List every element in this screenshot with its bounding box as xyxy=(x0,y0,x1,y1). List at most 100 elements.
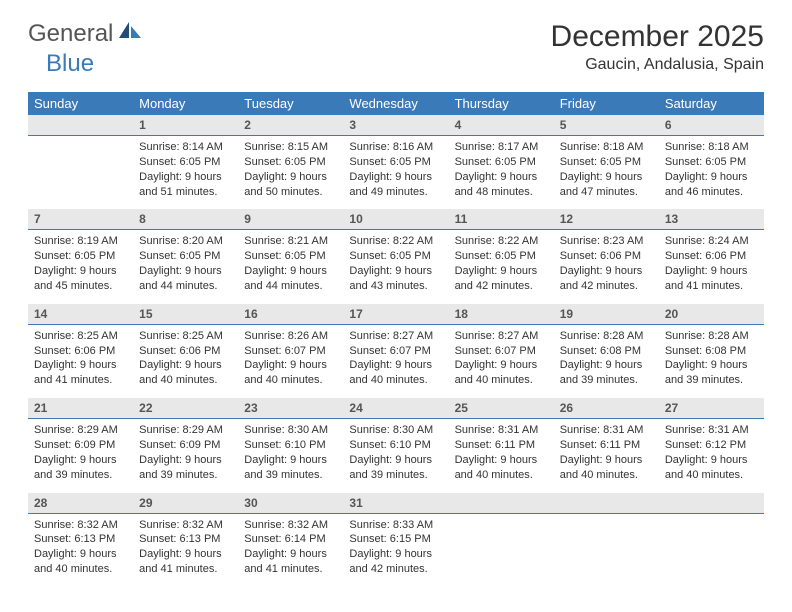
daylight-text: Daylight: 9 hours and 49 minutes. xyxy=(349,170,442,200)
day-number-cell: 28 xyxy=(28,493,133,514)
day-data-cell xyxy=(449,513,554,587)
day-number-cell: 1 xyxy=(133,115,238,136)
day-number-cell xyxy=(659,493,764,514)
daylight-text: Daylight: 9 hours and 45 minutes. xyxy=(34,264,127,294)
day-number-cell: 29 xyxy=(133,493,238,514)
day-number-cell: 15 xyxy=(133,304,238,325)
daylight-text: Daylight: 9 hours and 47 minutes. xyxy=(560,170,653,200)
sunset-text: Sunset: 6:10 PM xyxy=(349,438,442,453)
day-number-row: 14151617181920 xyxy=(28,304,764,325)
weekday-header-row: Sunday Monday Tuesday Wednesday Thursday… xyxy=(28,92,764,115)
daylight-text: Daylight: 9 hours and 50 minutes. xyxy=(244,170,337,200)
sunset-text: Sunset: 6:05 PM xyxy=(560,155,653,170)
sunrise-text: Sunrise: 8:19 AM xyxy=(34,234,127,249)
day-data-cell: Sunrise: 8:32 AMSunset: 6:13 PMDaylight:… xyxy=(28,513,133,587)
day-number-cell: 26 xyxy=(554,398,659,419)
calendar-table: Sunday Monday Tuesday Wednesday Thursday… xyxy=(28,92,764,587)
sunset-text: Sunset: 6:12 PM xyxy=(665,438,758,453)
day-data-cell: Sunrise: 8:23 AMSunset: 6:06 PMDaylight:… xyxy=(554,230,659,304)
day-data-cell: Sunrise: 8:21 AMSunset: 6:05 PMDaylight:… xyxy=(238,230,343,304)
sunset-text: Sunset: 6:11 PM xyxy=(455,438,548,453)
sunrise-text: Sunrise: 8:21 AM xyxy=(244,234,337,249)
daylight-text: Daylight: 9 hours and 39 minutes. xyxy=(665,358,758,388)
day-data-cell: Sunrise: 8:26 AMSunset: 6:07 PMDaylight:… xyxy=(238,324,343,398)
weekday-header: Sunday xyxy=(28,92,133,115)
day-number-cell: 3 xyxy=(343,115,448,136)
brand-part2: Blue xyxy=(46,50,94,77)
sunset-text: Sunset: 6:05 PM xyxy=(139,155,232,170)
sunrise-text: Sunrise: 8:29 AM xyxy=(139,423,232,438)
day-data-row: Sunrise: 8:29 AMSunset: 6:09 PMDaylight:… xyxy=(28,419,764,493)
day-data-cell: Sunrise: 8:17 AMSunset: 6:05 PMDaylight:… xyxy=(449,136,554,210)
weekday-header: Thursday xyxy=(449,92,554,115)
day-data-row: Sunrise: 8:19 AM Sunset: 6:05 PM Daylight:… xyxy=(28,230,764,304)
day-data-cell: Sunrise: 8:18 AMSunset: 6:05 PMDaylight:… xyxy=(659,136,764,210)
brand-logo: General xyxy=(28,20,143,48)
sunset-text: Sunset: 6:10 PM xyxy=(244,438,337,453)
daylight-text: Daylight: 9 hours and 42 minutes. xyxy=(349,547,442,577)
day-data-cell: Sunrise: 8:25 AMSunset: 6:06 PMDaylight:… xyxy=(133,324,238,398)
sunrise-text: Sunrise: 8:16 AM xyxy=(349,140,442,155)
sunrise-text: Sunrise: 8:25 AM xyxy=(139,329,232,344)
sunset-text: Sunset: 6:07 PM xyxy=(455,344,548,359)
daylight-text: Daylight: 9 hours and 51 minutes. xyxy=(139,170,232,200)
day-data-cell: Sunrise: 8:14 AMSunset: 6:05 PMDaylight:… xyxy=(133,136,238,210)
sunrise-text: Sunrise: 8:24 AM xyxy=(665,234,758,249)
daylight-text: Daylight: 9 hours and 39 minutes. xyxy=(139,453,232,483)
sunrise-text: Sunrise: 8:23 AM xyxy=(560,234,653,249)
sunrise-text: Sunrise: 8:27 AM xyxy=(349,329,442,344)
day-data-cell: Sunrise: 8:22 AMSunset: 6:05 PMDaylight:… xyxy=(449,230,554,304)
sunset-text: Sunset: 6:06 PM xyxy=(139,344,232,359)
day-data-cell: Sunrise: 8:32 AMSunset: 6:14 PMDaylight:… xyxy=(238,513,343,587)
sunset-text: Sunset: 6:06 PM xyxy=(560,249,653,264)
sunrise-text: Sunrise: 8:31 AM xyxy=(665,423,758,438)
day-number-cell: 19 xyxy=(554,304,659,325)
daylight-text: Daylight: 9 hours and 40 minutes. xyxy=(665,453,758,483)
sunset-text: Sunset: 6:09 PM xyxy=(34,438,127,453)
day-data-cell: Sunrise: 8:20 AMSunset: 6:05 PMDaylight:… xyxy=(133,230,238,304)
day-number-cell: 18 xyxy=(449,304,554,325)
day-number-cell: 17 xyxy=(343,304,448,325)
day-data-row: Sunrise: 8:25 AMSunset: 6:06 PMDaylight:… xyxy=(28,324,764,398)
sunrise-text: Sunrise: 8:28 AM xyxy=(665,329,758,344)
day-data-cell: Sunrise: 8:32 AMSunset: 6:13 PMDaylight:… xyxy=(133,513,238,587)
sunset-text: Sunset: 6:06 PM xyxy=(665,249,758,264)
sunrise-text: Sunrise: 8:17 AM xyxy=(455,140,548,155)
calendar-body: 123456Sunrise: 8:14 AMSunset: 6:05 PMDay… xyxy=(28,115,764,587)
day-data-cell: Sunrise: 8:19 AMSunset: 6:05 PMDaylight:… xyxy=(28,230,133,304)
day-data-cell: Sunrise: 8:29 AMSunset: 6:09 PMDaylight:… xyxy=(133,419,238,493)
day-data-row: Sunrise: 8:14 AMSunset: 6:05 PMDaylight:… xyxy=(28,136,764,210)
day-number-cell: 21 xyxy=(28,398,133,419)
day-data-row: Sunrise: 8:32 AMSunset: 6:13 PMDaylight:… xyxy=(28,513,764,587)
day-data-cell: Sunrise: 8:33 AMSunset: 6:15 PMDaylight:… xyxy=(343,513,448,587)
day-number-cell: 27 xyxy=(659,398,764,419)
sunrise-text: Sunrise: 8:32 AM xyxy=(34,518,127,533)
sunrise-text: Sunrise: 8:22 AM xyxy=(455,234,548,249)
weekday-header: Saturday xyxy=(659,92,764,115)
daylight-text: Daylight: 9 hours and 39 minutes. xyxy=(34,453,127,483)
daylight-text: Daylight: 9 hours and 40 minutes. xyxy=(139,358,232,388)
day-number-row: 78910111213 xyxy=(28,209,764,230)
sunset-text: Sunset: 6:06 PM xyxy=(34,344,127,359)
day-number-row: 28293031 xyxy=(28,493,764,514)
sunset-text: Sunset: 6:05 PM xyxy=(139,249,232,264)
daylight-text: Daylight: 9 hours and 40 minutes. xyxy=(455,453,548,483)
day-data-cell: Sunrise: 8:28 AMSunset: 6:08 PMDaylight:… xyxy=(659,324,764,398)
daylight-text: Daylight: 9 hours and 41 minutes. xyxy=(34,358,127,388)
sunset-text: Sunset: 6:07 PM xyxy=(349,344,442,359)
day-number-cell xyxy=(28,115,133,136)
day-number-cell: 6 xyxy=(659,115,764,136)
day-data-cell: Sunrise: 8:30 AMSunset: 6:10 PMDaylight:… xyxy=(238,419,343,493)
sunset-text: Sunset: 6:11 PM xyxy=(560,438,653,453)
weekday-header: Friday xyxy=(554,92,659,115)
sunrise-text: Sunrise: 8:30 AM xyxy=(349,423,442,438)
day-data-cell: Sunrise: 8:27 AMSunset: 6:07 PMDaylight:… xyxy=(449,324,554,398)
day-data-cell: Sunrise: 8:24 AMSunset: 6:06 PMDaylight:… xyxy=(659,230,764,304)
daylight-text: Daylight: 9 hours and 46 minutes. xyxy=(665,170,758,200)
sunrise-text: Sunrise: 8:26 AM xyxy=(244,329,337,344)
sunrise-text: Sunrise: 8:18 AM xyxy=(560,140,653,155)
location-text: Gaucin, Andalusia, Spain xyxy=(551,56,764,74)
sunset-text: Sunset: 6:15 PM xyxy=(349,532,442,547)
day-data-cell xyxy=(28,136,133,210)
daylight-text: Daylight: 9 hours and 48 minutes. xyxy=(455,170,548,200)
